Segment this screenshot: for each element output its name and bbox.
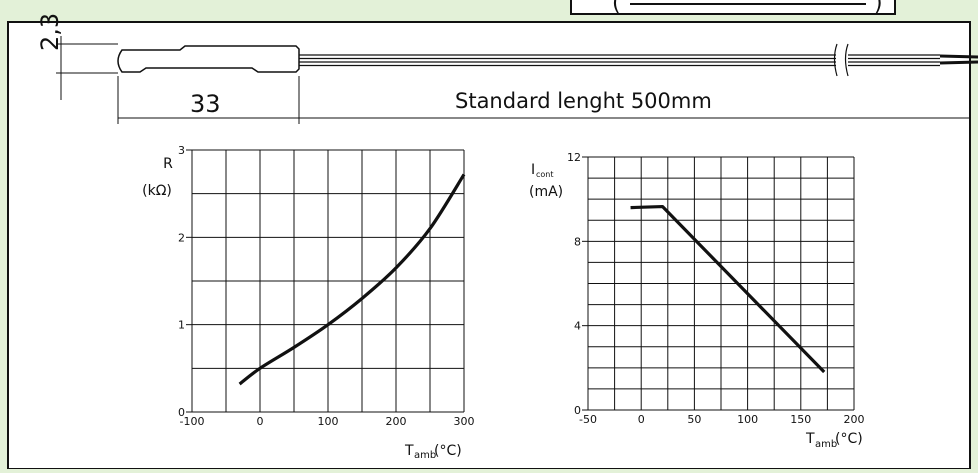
body-length-label: 33 (190, 90, 221, 118)
y-tick-label: 0 (574, 404, 581, 417)
diameter-label: 2,3 (36, 13, 64, 51)
x-tick-label: 100 (318, 415, 339, 428)
wire-end-top (939, 54, 978, 59)
wire-end-bottom (939, 60, 978, 65)
x-tick-label: 300 (454, 415, 475, 428)
chart2-xlabel-main: T (805, 431, 815, 447)
chart1-xlabel-sub: amb (414, 450, 436, 461)
break-mark-left (833, 43, 838, 77)
top-box-paren-right: ) (874, 0, 883, 16)
break-mark-right (844, 43, 849, 77)
y-tick-label: 4 (574, 320, 581, 333)
y-tick-label: 1 (178, 319, 185, 332)
y-tick-label: 0 (178, 406, 185, 419)
top-box-paren-left: ( (612, 0, 621, 16)
main-panel (7, 21, 971, 470)
chart1-xlabel-unit: (°C) (434, 443, 462, 459)
chart2-xlabel-unit: (°C) (835, 431, 863, 447)
y-tick-label: 3 (178, 144, 185, 157)
top-box: ( ) (570, 0, 896, 16)
x-tick-label: 200 (844, 413, 865, 426)
chart1-ylabel-main: R (163, 156, 173, 172)
x-tick-label: 200 (386, 415, 407, 428)
x-tick-label: 0 (638, 413, 645, 426)
x-tick-label: 150 (790, 413, 811, 426)
series-line (238, 173, 466, 386)
chart2-ylabel: I cont (mA) (529, 162, 563, 200)
chart2-xlabel-sub: amb (815, 439, 837, 450)
probe-drawing (56, 36, 978, 132)
chart2-xlabel: T amb (°C) (805, 431, 863, 450)
x-tick-label: -50 (579, 413, 597, 426)
x-tick-label: 100 (737, 413, 758, 426)
chart2-ylabel-sub: cont (536, 170, 554, 179)
x-tick-label: 0 (257, 415, 264, 428)
y-tick-label: 2 (178, 231, 185, 244)
x-tick-label: -100 (180, 415, 205, 428)
chart2-ylabel-unit: (mA) (529, 184, 563, 200)
y-tick-label: 12 (567, 151, 581, 164)
chart1-xlabel-main: T (404, 443, 414, 459)
lead-length-label: Standard lenght 500mm (455, 89, 712, 113)
chart1-xlabel: T amb (°C) (404, 443, 462, 461)
chart2-ylabel-main: I (531, 162, 535, 178)
chart1-ylabel-unit: (kΩ) (142, 183, 172, 199)
probe-body (117, 45, 300, 73)
y-tick-label: 8 (574, 235, 581, 248)
x-tick-label: 50 (687, 413, 701, 426)
series-line (630, 204, 826, 374)
